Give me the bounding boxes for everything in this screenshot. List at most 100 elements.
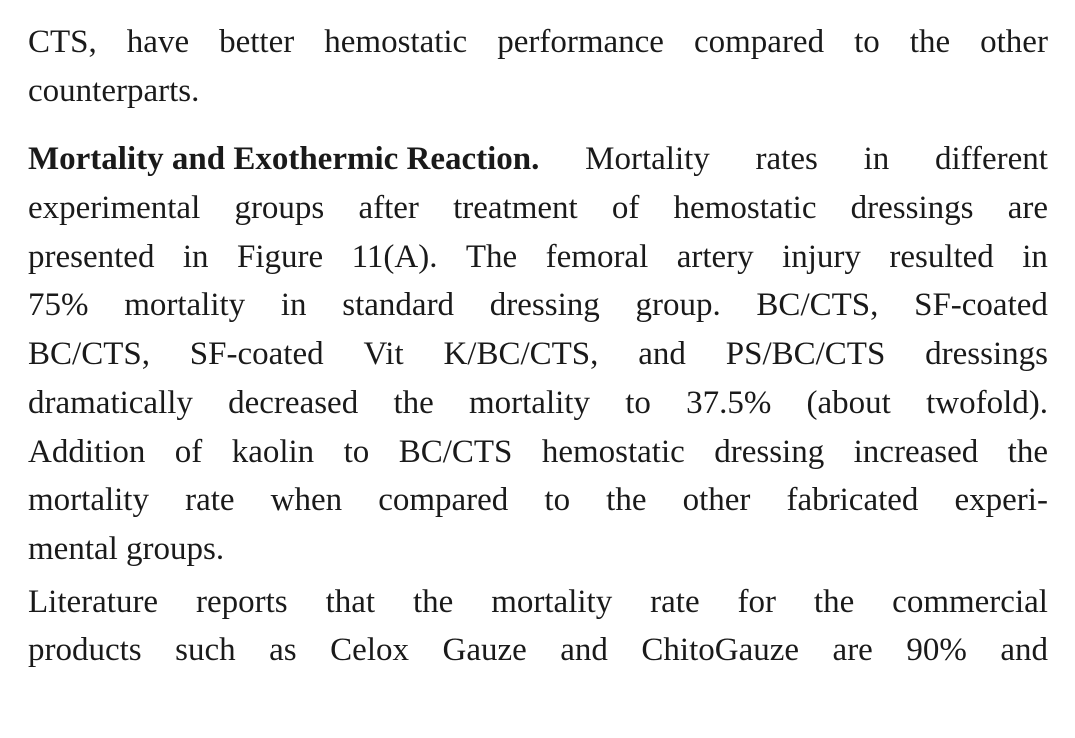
word: compared [693,24,825,60]
word: fabricated [786,482,919,519]
text-line: Mortality and Exothermic Reaction. Morta… [28,135,1048,184]
word: have [126,24,190,60]
word: BC/CTS, [28,336,150,373]
paragraph-3: Literature reports that the mortality ra… [28,578,1048,675]
section-heading: Mortality and Exothermic Reaction. [28,141,540,178]
word: the [813,583,855,620]
word: to [544,482,571,519]
text-line: experimental groups after treatment of h… [28,184,1048,233]
word: 11(A). [351,238,438,275]
word: better [219,24,295,60]
word: rates [755,141,818,178]
word: that [325,583,376,620]
paragraph-1: CTS, have better hemostatic performance … [28,18,1048,115]
word: the [909,24,951,60]
word: the [1007,433,1048,470]
word: Literature [28,583,159,620]
word: for [737,583,776,620]
word: and [638,336,686,373]
word: increased [853,433,979,470]
word: twofold). [926,384,1048,421]
word: different [934,141,1048,178]
word: Figure [237,238,324,275]
word: SF-coated [914,287,1048,324]
word: injury [782,238,861,275]
word: in [1022,238,1048,275]
text-line: counterparts. [28,67,1048,116]
word: Vit [363,336,404,373]
word: group. [635,287,721,324]
text-line: Addition of kaolin to BC/CTS hemostatic … [28,428,1048,477]
word: decreased [228,384,359,421]
text-line: dramatically decreased the mortality to … [28,379,1048,428]
text-line: CTS, have better hemostatic performance … [28,18,1048,67]
word: are [1007,190,1048,227]
word: after [358,190,419,227]
word: products [28,632,142,669]
word: treatment [453,190,578,227]
word: dressings [850,190,974,227]
word: to [343,433,370,470]
word: the [412,583,454,620]
word: other [682,482,751,519]
word: performance [497,24,664,60]
word: 90% [906,632,967,669]
word: to [854,24,880,60]
word: ChitoGauze [641,632,800,669]
word: dressings [925,336,1048,373]
word: compared [378,482,509,519]
text-line: BC/CTS, SF-coated Vit K/BC/CTS, and PS/B… [28,330,1048,379]
word: mortality [124,287,246,324]
word: femoral [545,238,649,275]
word: BC/CTS [398,433,513,470]
word: when [270,482,343,519]
word: dressing [714,433,825,470]
text-line: presented in Figure 11(A). The femoral a… [28,233,1048,282]
word: groups [234,190,325,227]
text-line: mental groups. [28,525,1048,574]
text-line: products such as Celox Gauze and ChitoGa… [28,626,1048,675]
word: mortality [468,384,590,421]
word: and [560,632,608,669]
word: as [269,632,297,669]
word: CTS, [28,24,97,60]
word: 75% [28,287,89,324]
word: The [465,238,518,275]
paragraph-2: Mortality and Exothermic Reaction. Morta… [28,135,1048,573]
word: presented [28,238,155,275]
text-line: mortality rate when compared to the othe… [28,476,1048,525]
word: experi- [954,482,1048,519]
word: of [174,433,203,470]
word: in [182,238,209,275]
text-line: 75% mortality in standard dressing group… [28,281,1048,330]
word: Gauze [442,632,527,669]
word: to [625,384,651,421]
word: Addition [28,433,146,470]
word: counterparts. [28,72,200,109]
word: Mortality [585,141,710,178]
word: hemostatic [673,190,817,227]
word: experimental [28,190,201,227]
word: kaolin [231,433,315,470]
word: of [611,190,640,227]
word: standard [342,287,455,324]
word: rate [650,583,700,620]
word: the [606,482,647,519]
word: mortality [28,482,149,519]
word: are [832,632,873,669]
word: Celox [330,632,409,669]
paper-body: CTS, have better hemostatic performance … [28,0,1048,675]
word: SF-coated [189,336,324,373]
word: the [393,384,434,421]
word: reports [196,583,288,620]
word: BC/CTS, [756,287,879,324]
word: hemostatic [541,433,685,470]
word: mental groups. [28,530,225,567]
word: artery [676,238,754,275]
word: resulted [889,238,994,275]
word: other [980,24,1048,60]
word: in [863,141,890,178]
word: and [1000,632,1048,669]
word: PS/BC/CTS [725,336,886,373]
word: 37.5% [686,384,772,421]
